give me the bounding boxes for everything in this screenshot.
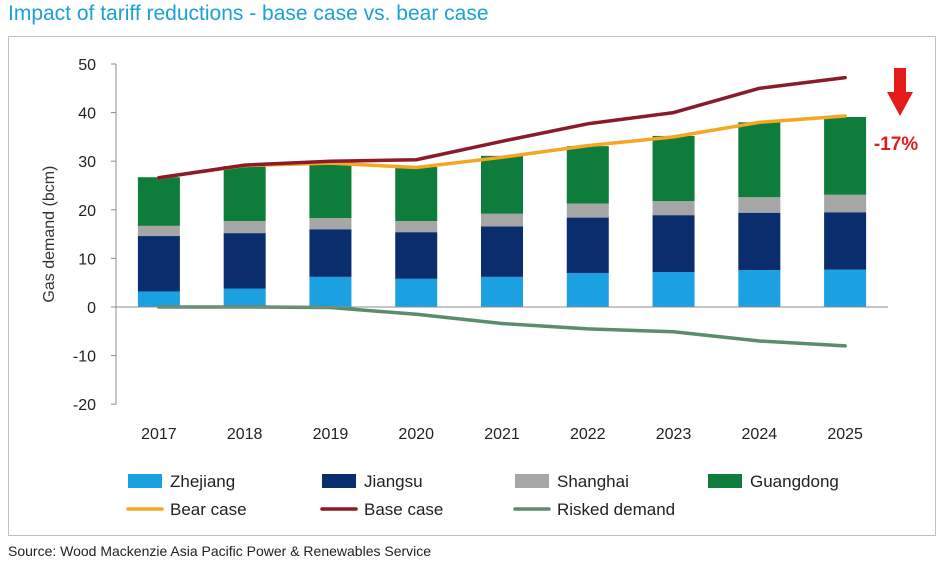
y-tick-label: 0 — [87, 300, 96, 317]
bar-segment-zhejiang — [395, 278, 438, 307]
bar-segment-guangdong — [395, 167, 438, 221]
legend: Zhejiang Jiangsu Shanghai Guangdong Bear cas… — [126, 472, 839, 519]
bar-segment-jiangsu — [137, 236, 180, 292]
bar-segment-jiangsu — [824, 212, 867, 270]
bar-segment-shanghai — [395, 220, 438, 233]
y-tick-label: -20 — [73, 397, 96, 414]
bar-segment-shanghai — [137, 225, 180, 237]
bar-segment-jiangsu — [481, 226, 523, 277]
bar-segment-guangdong — [481, 155, 523, 214]
bar-segment-zhejiang — [652, 272, 695, 307]
bar-segment-shanghai — [223, 220, 266, 234]
legend-swatch-guangdong — [708, 474, 742, 488]
y-axis-title: Gas demand (bcm) — [41, 166, 58, 303]
bar-segment-jiangsu — [223, 233, 266, 289]
y-tick-label: 20 — [78, 203, 96, 220]
y-tick-label: 30 — [78, 154, 96, 171]
x-tick-label: 2020 — [398, 426, 434, 443]
bar-segment-zhejiang — [137, 291, 180, 307]
bar-segment-guangdong — [309, 162, 352, 219]
x-tick-label: 2022 — [570, 426, 606, 443]
bar-segment-shanghai — [481, 213, 523, 227]
bar-segment-zhejiang — [738, 270, 781, 307]
x-tick-label: 2019 — [313, 426, 349, 443]
y-tick-label: 10 — [78, 251, 96, 268]
x-tick-label: 2025 — [827, 426, 863, 443]
bar-segment-guangdong — [137, 177, 180, 226]
bar-segment-shanghai — [652, 201, 695, 216]
chart-title: Impact of tariff reductions - base case … — [8, 2, 489, 25]
legend-label-base-case: Base case — [364, 500, 443, 519]
bar-segment-zhejiang — [481, 276, 523, 307]
legend-swatch-jiangsu — [322, 474, 356, 488]
line-base-case — [157, 75, 847, 180]
y-axis-label: Gas demand (bcm) — [41, 166, 58, 303]
y-axis-ticks: -20 -10 0 10 20 30 40 50 — [73, 57, 96, 414]
bar-segment-shanghai — [824, 194, 867, 213]
annotation-label: -17% — [874, 134, 918, 155]
x-tick-label: 2024 — [742, 426, 778, 443]
source-note: Source: Wood Mackenzie Asia Pacific Powe… — [8, 543, 432, 559]
bar-segment-guangdong — [824, 116, 867, 195]
line-risked-demand — [157, 305, 847, 348]
annotation: -17% — [874, 68, 918, 155]
y-tick-label: 50 — [78, 57, 96, 74]
legend-label-bear-case: Bear case — [170, 500, 247, 519]
bar-segment-shanghai — [566, 203, 609, 218]
legend-swatch-shanghai — [515, 474, 549, 488]
x-tick-label: 2017 — [141, 426, 177, 443]
x-tick-label: 2021 — [484, 426, 520, 443]
bar-segment-zhejiang — [566, 272, 609, 307]
legend-swatch-zhejiang — [128, 474, 162, 488]
axes — [111, 63, 888, 405]
bar-segment-zhejiang — [223, 288, 266, 307]
bar-segment-jiangsu — [738, 212, 781, 271]
legend-label-risked-demand: Risked demand — [557, 500, 675, 519]
bar-segment-shanghai — [309, 218, 352, 230]
stacked-bars — [137, 116, 867, 307]
x-axis-ticks: 2017 2018 2019 2020 2021 2022 2023 2024 2025 — [141, 426, 863, 443]
bar-segment-shanghai — [738, 197, 781, 213]
chart-frame — [8, 36, 936, 536]
x-tick-label: 2018 — [227, 426, 263, 443]
bar-segment-zhejiang — [309, 276, 352, 307]
legend-label-shanghai: Shanghai — [557, 472, 629, 491]
bar-segment-guangdong — [652, 135, 695, 202]
bar-segment-jiangsu — [395, 232, 438, 279]
bar-segment-guangdong — [738, 122, 781, 198]
y-tick-label: 40 — [78, 106, 96, 123]
bar-segment-jiangsu — [652, 215, 695, 273]
y-tick-label: -10 — [73, 349, 96, 366]
legend-label-zhejiang: Zhejiang — [170, 472, 235, 491]
bar-segment-guangdong — [566, 146, 609, 204]
legend-label-guangdong: Guangdong — [750, 472, 839, 491]
bar-segment-zhejiang — [824, 269, 867, 307]
bar-segment-jiangsu — [566, 217, 609, 273]
legend-label-jiangsu: Jiangsu — [364, 472, 423, 491]
down-arrow-icon — [887, 68, 913, 116]
bar-segment-guangdong — [223, 166, 266, 221]
x-tick-label: 2023 — [656, 426, 692, 443]
bar-segment-jiangsu — [309, 229, 352, 277]
